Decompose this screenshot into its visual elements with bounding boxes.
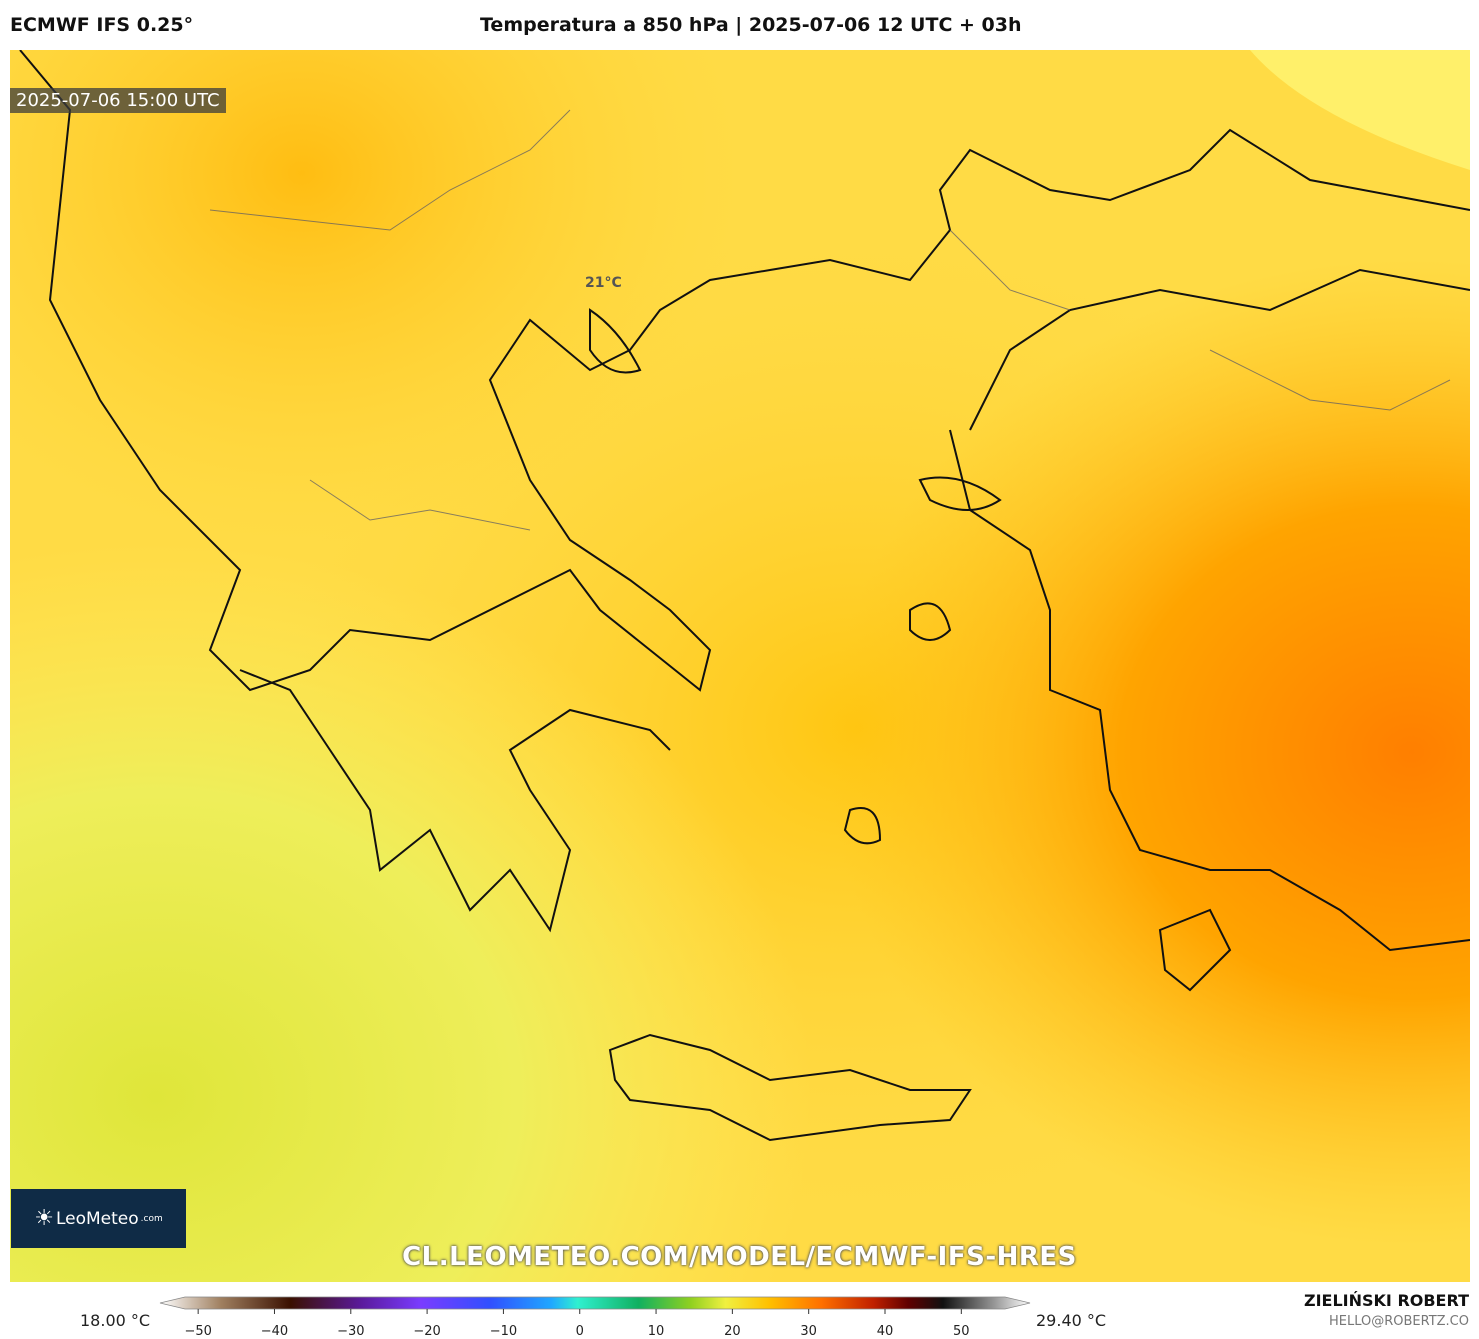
valid-time: 2025-07-06 15:00 UTC	[10, 88, 226, 113]
colorbar-tick-label: −10	[490, 1324, 517, 1339]
model-name: ECMWF IFS 0.25°	[10, 14, 194, 36]
logo-icon: ☀	[34, 1206, 54, 1231]
colorbar-tick-label: 20	[724, 1324, 741, 1339]
colorbar-tick-label: −30	[337, 1324, 364, 1339]
colorbar-tick-label: 10	[648, 1324, 665, 1339]
colorbar: −50 −40 −30 −20 −10 0 10 20 30 40 50	[159, 1296, 1031, 1339]
colorbar-tick-label: −20	[413, 1324, 440, 1339]
email: HELLO@ROBERTZ.CO	[1328, 1314, 1469, 1329]
watermark: CL.LEOMETEO.COM/MODEL/ECMWF-IFS-HRES	[402, 1242, 1077, 1272]
colorbar-min: 18.00 °C	[80, 1311, 151, 1330]
temperature-label: 21°C	[585, 275, 622, 291]
colorbar-tick-label: 50	[953, 1324, 970, 1339]
field	[1250, 50, 1470, 170]
colorbar-tick-label: −40	[261, 1324, 288, 1339]
map: 21°C	[10, 50, 1470, 1282]
borders	[209, 109, 1451, 531]
logo: ☀ LeoMeteo .com	[11, 1189, 186, 1248]
colorbar-tick-label: 30	[800, 1324, 817, 1339]
field	[10, 50, 1470, 1282]
colorbar-tick-label: −50	[184, 1324, 211, 1339]
logo-suffix: .com	[140, 1213, 163, 1224]
colorbar-tick-label: 0	[576, 1324, 584, 1339]
author: ZIELIŃSKI ROBERT	[1303, 1291, 1469, 1310]
logo-text: LeoMeteo	[55, 1208, 139, 1229]
map-title: Temperatura a 850 hPa | 2025-07-06 12 UT…	[480, 14, 1022, 36]
colorbar-max: 29.40 °C	[1036, 1311, 1107, 1330]
colorbar-bar	[159, 1296, 1031, 1310]
coastlines	[19, 50, 1470, 1142]
colorbar-tick-label: 40	[877, 1324, 894, 1339]
